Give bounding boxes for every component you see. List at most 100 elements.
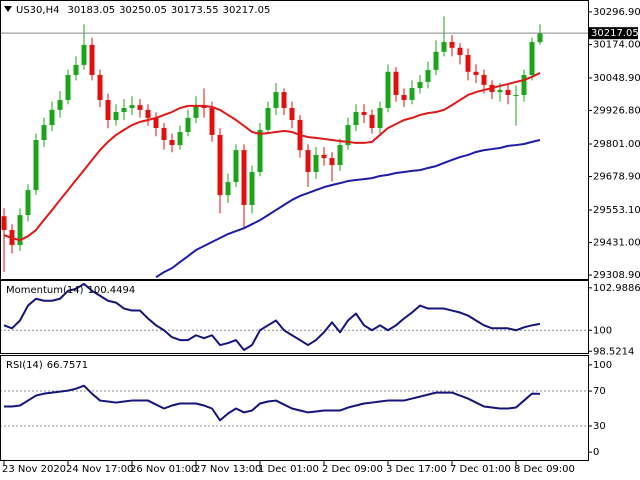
x-tick-label: 26 Nov 01:00 bbox=[130, 464, 197, 475]
indicator-line bbox=[155, 139, 541, 279]
main-plot bbox=[1, 16, 588, 279]
candle-body bbox=[377, 108, 383, 129]
rsi-panel-frame bbox=[0, 355, 589, 461]
candle-body bbox=[121, 108, 127, 113]
candle-body bbox=[257, 129, 263, 172]
candle-body bbox=[513, 94, 519, 96]
y-tick-label: 100 bbox=[593, 360, 612, 371]
candle-body bbox=[409, 88, 415, 101]
candle-body bbox=[353, 112, 359, 126]
x-tick-label: 1 Dec 01:00 bbox=[258, 464, 319, 475]
candle-body bbox=[129, 105, 135, 109]
candle-body bbox=[193, 105, 199, 118]
x-tick-label: 7 Dec 01:00 bbox=[450, 464, 511, 475]
candle-body bbox=[177, 132, 183, 146]
candle-body bbox=[25, 190, 31, 216]
candle-body bbox=[33, 140, 39, 191]
x-tick-label: 27 Nov 13:00 bbox=[194, 464, 261, 475]
rsi-plot bbox=[1, 384, 588, 427]
y-tick-label: 0 bbox=[593, 447, 599, 458]
candle-body bbox=[425, 69, 431, 82]
candle-body bbox=[457, 47, 463, 56]
candle-body bbox=[49, 109, 55, 126]
indicator-line bbox=[3, 282, 541, 352]
candle-body bbox=[473, 71, 479, 75]
candle-body bbox=[313, 154, 319, 172]
candle-body bbox=[449, 41, 455, 48]
x-tick-label: 2 Dec 09:00 bbox=[322, 464, 383, 475]
candle-body bbox=[361, 112, 367, 115]
momentum-plot bbox=[1, 282, 588, 352]
y-tick-label: 30 bbox=[593, 421, 606, 432]
candle-body bbox=[41, 125, 47, 140]
indicator-title: RSI(14) bbox=[6, 360, 43, 371]
header-price: 30217.05 bbox=[223, 5, 271, 16]
candle-body bbox=[113, 112, 119, 121]
y-tick-label: 100 bbox=[593, 325, 612, 336]
y-tick-label: 98.5214 bbox=[593, 346, 634, 357]
candle-body bbox=[481, 74, 487, 85]
candle-body bbox=[281, 92, 287, 109]
main-panel-frame bbox=[0, 0, 589, 280]
candle-body bbox=[305, 150, 311, 172]
candle-body bbox=[265, 108, 271, 130]
menu-triangle bbox=[4, 6, 12, 12]
indicator-line bbox=[4, 384, 541, 422]
candle-body bbox=[393, 71, 399, 95]
y-tick-label: 102.9886 bbox=[593, 283, 640, 294]
y-tick-label: 29308.90 bbox=[593, 270, 640, 281]
indicator-value: 100.4494 bbox=[88, 285, 136, 296]
candle-body bbox=[89, 44, 95, 75]
candle-body bbox=[441, 41, 447, 52]
candle-body bbox=[497, 89, 503, 93]
y-tick-label: 29678.90 bbox=[593, 172, 640, 183]
candle-body bbox=[81, 44, 87, 65]
header-price: 30173.55 bbox=[171, 5, 219, 16]
candle-body bbox=[401, 94, 407, 101]
candle-body bbox=[145, 109, 151, 118]
candle-body bbox=[209, 108, 215, 135]
y-tick-label: 30174.00 bbox=[593, 40, 640, 51]
candle-body bbox=[137, 105, 143, 110]
header-price: 30250.05 bbox=[119, 5, 167, 16]
candle-body bbox=[161, 128, 167, 140]
y-tick-label: 29431.00 bbox=[593, 238, 640, 249]
indicator-line bbox=[3, 71, 541, 242]
candle-body bbox=[529, 41, 535, 75]
candle-body bbox=[337, 145, 343, 166]
x-tick-label: 3 Dec 17:00 bbox=[386, 464, 447, 475]
candle-body bbox=[233, 150, 239, 183]
candle-body bbox=[385, 71, 391, 109]
y-tick-label: 29801.00 bbox=[593, 139, 640, 150]
candle-body bbox=[153, 117, 159, 129]
candle-body bbox=[1, 216, 7, 231]
candle-body bbox=[105, 100, 111, 121]
axes: 30296.90 30174.00 30048.90 29926.80 29801.00… bbox=[2, 5, 640, 475]
candle-body bbox=[417, 81, 423, 89]
candle-body bbox=[289, 108, 295, 121]
x-tick-label: 23 Nov 2020 bbox=[2, 464, 66, 475]
candle-body bbox=[329, 158, 335, 166]
y-tick-label: 70 bbox=[593, 386, 606, 397]
candle-body bbox=[241, 150, 247, 206]
current-price-box bbox=[588, 27, 638, 40]
y-tick-label: 29553.10 bbox=[593, 205, 640, 216]
candle-body bbox=[433, 51, 439, 70]
x-tick-label: 8 Dec 09:00 bbox=[514, 464, 575, 475]
candle-body bbox=[57, 100, 63, 110]
candle-body bbox=[321, 154, 327, 159]
candle-body bbox=[505, 89, 511, 95]
y-tick-label: 30296.90 bbox=[593, 7, 640, 18]
candle-body bbox=[345, 125, 351, 146]
candle-body bbox=[273, 92, 279, 109]
candle-body bbox=[537, 33, 543, 43]
y-tick-label: 29926.80 bbox=[593, 105, 640, 116]
candle-body bbox=[225, 182, 231, 196]
candle-body bbox=[169, 140, 175, 146]
candle-body bbox=[97, 74, 103, 101]
candle-body bbox=[73, 64, 79, 75]
current-price-label: 30217.05 bbox=[591, 28, 639, 39]
momentum-panel-frame bbox=[0, 280, 589, 354]
